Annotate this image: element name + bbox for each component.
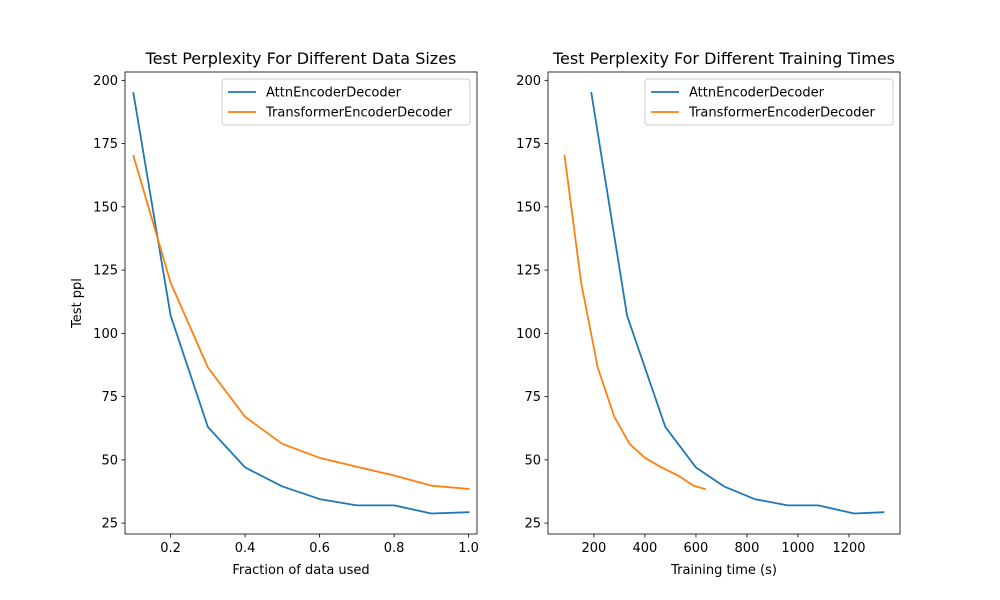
y-tick-label: 150: [93, 200, 118, 215]
x-tick-label: 1200: [832, 541, 865, 556]
x-tick-label: 0.2: [160, 541, 181, 556]
series-line-transformerencoderdecoder: [563, 154, 706, 491]
chart-title: Test Perplexity For Different Training T…: [552, 49, 895, 68]
y-tick-label: 100: [93, 327, 118, 342]
y-tick-label: 200: [93, 74, 118, 89]
y-tick-label: 75: [101, 390, 118, 405]
y-tick-label: 125: [516, 264, 541, 279]
y-tick-label: 175: [93, 137, 118, 152]
axes-frame: [124, 71, 478, 535]
chart-title: Test Perplexity For Different Data Sizes: [145, 49, 457, 68]
series-line-transformerencoderdecoder: [132, 154, 470, 490]
y-tick-label: 125: [93, 264, 118, 279]
series-line-attnencoderdecoder: [590, 91, 885, 515]
x-axis-label: Training time (s): [670, 563, 777, 578]
y-tick-label: 25: [101, 517, 118, 532]
x-tick-label: 0.4: [235, 541, 256, 556]
subplot-training-times: 200 400 600 800 1000 1200 25 50 75 100 125 150 175 20…: [516, 49, 901, 578]
legend-box: [644, 78, 894, 126]
x-tick-label: 600: [684, 541, 709, 556]
x-tick-label: 1000: [781, 541, 814, 556]
y-axis-label: Test ppl: [70, 278, 85, 329]
y-tick-label: 50: [524, 453, 541, 468]
subplot-data-sizes: 0.2 0.4 0.6 0.8 1.0 25 50 75 100 125 150 175 200 Test…: [70, 49, 479, 578]
x-tick-label: 1.0: [458, 541, 479, 556]
series-line-attnencoderdecoder: [132, 91, 470, 515]
y-tick-label: 100: [516, 327, 541, 342]
legend-label: TransformerEncoderDecoder: [688, 106, 876, 121]
y-tick-label: 175: [516, 137, 541, 152]
axes-frame: [547, 71, 901, 535]
legend-box: [221, 78, 471, 126]
x-tick-label: 800: [735, 541, 760, 556]
y-tick-label: 75: [524, 390, 541, 405]
y-tick-label: 150: [516, 200, 541, 215]
y-tick-label: 200: [516, 74, 541, 89]
x-axis-label: Fraction of data used: [232, 563, 369, 578]
y-tick-label: 25: [524, 517, 541, 532]
legend-label: AttnEncoderDecoder: [689, 86, 825, 101]
legend-label: TransformerEncoderDecoder: [265, 106, 453, 121]
x-tick-label: 400: [633, 541, 658, 556]
x-tick-label: 200: [581, 541, 606, 556]
x-tick-label: 0.6: [309, 541, 330, 556]
legend-label: AttnEncoderDecoder: [266, 86, 402, 101]
y-tick-label: 50: [101, 453, 118, 468]
x-tick-label: 0.8: [384, 541, 405, 556]
